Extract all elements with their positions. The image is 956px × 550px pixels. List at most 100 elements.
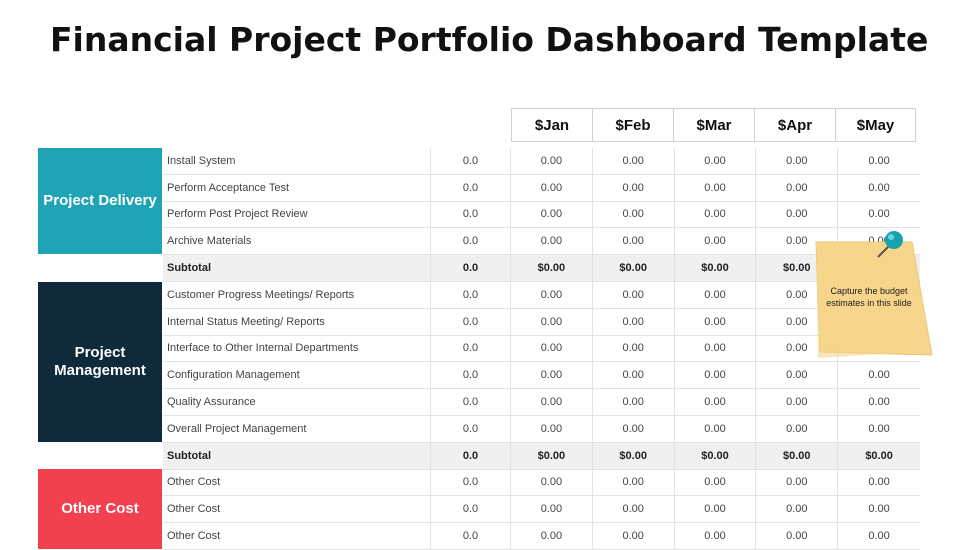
month-value: 0.00 (511, 335, 593, 362)
base-value: 0.0 (431, 255, 511, 281)
base-value: 0.0 (431, 469, 511, 496)
month-value: 0.00 (593, 308, 675, 335)
table-row: Internal Status Meeting/ Reports 0.0 0.00 0… (163, 308, 920, 336)
month-value: 0.00 (675, 389, 757, 415)
month-value: 0.00 (593, 228, 675, 255)
month-value: 0.00 (868, 422, 890, 435)
task-name: Subtotal (163, 442, 431, 469)
month-header-may: $May (835, 108, 916, 142)
month-value: 0.00 (675, 148, 757, 174)
task-name: Perform Acceptance Test (163, 174, 431, 201)
month-value: 0.00 (593, 201, 675, 228)
month-value: 0.00 (593, 469, 675, 496)
month-value: 0.00 (511, 308, 593, 335)
month-value: $0.00 (511, 255, 593, 281)
month-value: 0.00 (756, 174, 839, 201)
month-header-feb: $Feb (592, 108, 673, 142)
month-value: 0.00 (511, 496, 593, 523)
month-value: 0.00 (868, 181, 890, 194)
month-value: 0.00 (593, 174, 675, 201)
base-value: 0.0 (431, 442, 511, 469)
month-value: 0.00 (511, 148, 593, 174)
month-value: 0.00 (868, 369, 890, 382)
base-value: 0.0 (431, 174, 511, 201)
month-value: 0.00 (868, 530, 890, 543)
table-row: Configuration Management 0.0 0.00 0.00 0.00 0… (163, 362, 920, 390)
month-header-row: $Jan $Feb $Mar $Apr $May (511, 108, 916, 142)
table-row: Other Cost 0.0 0.00 0.00 0.00 0.00 0.00 (163, 523, 920, 550)
task-name: Internal Status Meeting/ Reports (163, 308, 431, 335)
month-value: 0.00 (511, 201, 593, 228)
task-name: Other Cost (163, 496, 431, 523)
task-name: Archive Materials (163, 228, 431, 255)
month-header-mar: $Mar (673, 108, 754, 142)
table-row: Archive Materials 0.0 0.00 0.00 0.00 0.00 0.00 (163, 228, 920, 256)
month-value: 0.00 (756, 415, 839, 442)
month-value: 0.00 (756, 469, 839, 496)
month-header-jan: $Jan (511, 108, 592, 142)
month-value: $0.00 (865, 449, 893, 462)
month-value: 0.00 (593, 281, 675, 308)
base-value: 0.0 (431, 362, 511, 389)
month-value: $0.00 (675, 255, 757, 281)
month-value: 0.00 (868, 154, 890, 167)
task-name: Overall Project Management (163, 415, 431, 442)
month-value: 0.00 (593, 148, 675, 174)
month-value: 0.00 (593, 415, 675, 442)
base-value: 0.0 (431, 415, 511, 442)
table-row: Install System 0.0 0.00 0.00 0.00 0.00 0.00 (163, 148, 920, 175)
month-header-apr: $Apr (754, 108, 835, 142)
month-value: 0.00 (511, 415, 593, 442)
task-name: Customer Progress Meetings/ Reports (163, 281, 431, 308)
month-value: $0.00 (511, 442, 593, 469)
table-row: Perform Post Project Review 0.0 0.00 0.00 0.… (163, 201, 920, 229)
month-value: 0.00 (675, 362, 757, 389)
task-name: Other Cost (163, 523, 431, 549)
task-name: Subtotal (163, 255, 431, 281)
task-name: Interface to Other Internal Departments (163, 335, 431, 362)
month-value: 0.00 (756, 362, 839, 389)
subtotal-row: Subtotal 0.0 $0.00 $0.00 $0.00 $0.00 $0.00 (163, 442, 920, 470)
month-value: 0.00 (675, 201, 757, 228)
task-name: Install System (163, 148, 431, 174)
task-name: Configuration Management (163, 362, 431, 389)
month-value: 0.00 (593, 496, 675, 523)
table-row: Quality Assurance 0.0 0.00 0.00 0.00 0.00 0.00 (163, 389, 920, 416)
month-value: 0.00 (593, 389, 675, 415)
month-value: 0.00 (511, 228, 593, 255)
month-value: 0.00 (756, 201, 839, 228)
month-value: 0.00 (756, 389, 839, 415)
month-value: 0.00 (511, 389, 593, 415)
month-value: $0.00 (593, 442, 675, 469)
month-value: $0.00 (675, 442, 757, 469)
base-value: 0.0 (431, 148, 511, 174)
month-value: 0.00 (756, 496, 839, 523)
base-value: 0.0 (431, 335, 511, 362)
month-value: 0.00 (756, 228, 839, 255)
category-other-cost: Other Cost (38, 469, 162, 549)
page-title: Financial Project Portfolio Dashboard Te… (50, 20, 929, 59)
month-value: 0.00 (511, 174, 593, 201)
table-row: Other Cost 0.0 0.00 0.00 0.00 0.00 0.00 (163, 496, 920, 524)
month-value: 0.00 (675, 469, 757, 496)
task-name: Other Cost (163, 469, 431, 496)
month-value: 0.00 (593, 362, 675, 389)
month-value: 0.00 (511, 281, 593, 308)
month-value: 0.00 (511, 523, 593, 549)
month-value: 0.00 (675, 281, 757, 308)
month-value: 0.00 (511, 362, 593, 389)
month-value: 0.00 (675, 308, 757, 335)
month-value: 0.00 (756, 523, 839, 549)
month-value: 0.00 (511, 469, 593, 496)
budget-table: Install System 0.0 0.00 0.00 0.00 0.00 0.00 Per… (163, 148, 920, 550)
month-value: 0.00 (675, 335, 757, 362)
table-row: Customer Progress Meetings/ Reports 0.0 0.… (163, 281, 920, 309)
sticky-note (815, 241, 933, 358)
task-name: Perform Post Project Review (163, 201, 431, 228)
base-value: 0.0 (431, 389, 511, 415)
base-value: 0.0 (431, 523, 511, 549)
month-value: 0.00 (593, 523, 675, 549)
table-row: Interface to Other Internal Departments 0… (163, 335, 920, 363)
month-value: 0.00 (593, 335, 675, 362)
month-value: 0.00 (756, 148, 839, 174)
